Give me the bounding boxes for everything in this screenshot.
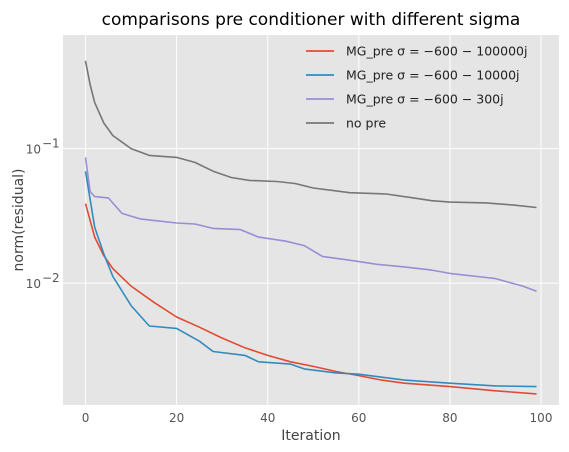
series-line-3 xyxy=(84,157,537,292)
x-tick-label: 20 xyxy=(169,411,184,425)
series-line-1 xyxy=(84,203,537,395)
x-axis-label: Iteration xyxy=(281,428,340,444)
legend-entry: MG_pre σ = −600 − 100000j xyxy=(346,44,527,59)
x-tick-label: 80 xyxy=(442,411,457,425)
y-tick-label: 10 xyxy=(26,277,41,291)
y-axis-ticks: 10−210−1 xyxy=(26,137,60,291)
grid-lines xyxy=(63,35,559,405)
y-tick-exponent: −1 xyxy=(42,137,60,151)
x-tick-label: 40 xyxy=(260,411,275,425)
series-layer xyxy=(84,60,537,395)
y-axis-label: norm(residual) xyxy=(11,169,27,272)
legend-entry: MG_pre σ = −600 − 10000j xyxy=(346,68,520,83)
x-tick-label: 100 xyxy=(530,411,553,425)
chart-title: comparisons pre conditioner with differe… xyxy=(102,10,521,30)
x-axis-ticks: 0 20 40 60 80 100 xyxy=(82,411,553,425)
legend-entry: no pre xyxy=(346,116,386,131)
legend-entry: MG_pre σ = −600 − 300j xyxy=(346,92,504,107)
y-tick-label: 10 xyxy=(26,143,41,157)
plot-area xyxy=(63,35,559,405)
series-line-4 xyxy=(84,60,537,209)
series-line-2 xyxy=(84,171,537,388)
legend: MG_pre σ = −600 − 100000j MG_pre σ = −600… xyxy=(306,44,527,131)
x-tick-label: 60 xyxy=(351,411,366,425)
y-tick-exponent: −2 xyxy=(42,271,60,285)
x-tick-label: 0 xyxy=(82,411,90,425)
